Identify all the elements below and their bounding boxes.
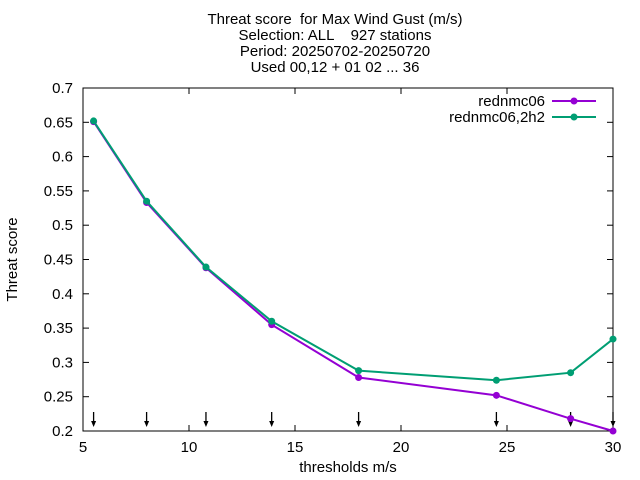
- y-tick-label: 0.5: [52, 217, 73, 234]
- chart-title-line-3: Period: 20250702-20250720: [239, 43, 431, 60]
- threshold-arrow-head: [144, 421, 150, 427]
- y-tick-label: 0.55: [44, 183, 73, 200]
- y-tick-label: 0.35: [44, 320, 73, 337]
- data-point: [609, 335, 617, 343]
- y-axis-label: Threat score: [4, 217, 21, 301]
- threshold-markers: [91, 412, 616, 427]
- chart-title-line-1: Threat score for Max Wind Gust (m/s): [207, 11, 463, 28]
- data-point: [567, 415, 575, 423]
- threshold-arrow-head: [269, 421, 275, 427]
- x-tick-label: 20: [393, 439, 410, 456]
- x-tick-label: 5: [79, 439, 87, 456]
- y-tick-label: 0.4: [52, 286, 73, 303]
- legend-label-rednmc06,2h2: rednmc06,2h2: [449, 109, 545, 126]
- series-line-rednmc06,2h2: [92, 120, 614, 382]
- y-tick-label: 0.6: [52, 149, 73, 166]
- data-point: [609, 427, 617, 435]
- series-line-rednmc06: [92, 121, 614, 432]
- data-point: [567, 369, 575, 377]
- y-tick-label: 0.2: [52, 423, 73, 440]
- x-tick-label: 25: [499, 439, 516, 456]
- x-axis-label: thresholds m/s: [299, 459, 397, 476]
- y-tick-label: 0.3: [52, 354, 73, 371]
- data-point: [268, 317, 276, 325]
- x-tick-label: 15: [287, 439, 304, 456]
- data-point: [355, 367, 363, 375]
- threshold-arrow-head: [203, 421, 209, 427]
- data-point: [355, 373, 363, 381]
- y-tick-label: 0.65: [44, 114, 73, 131]
- threshold-arrow-head: [568, 421, 574, 427]
- chart-title-line-2: Selection: ALL 927 stations: [238, 27, 432, 44]
- threshold-arrow-head: [356, 421, 362, 427]
- chart-title-line-4: Used 00,12 + 01 02 ... 36: [250, 59, 420, 76]
- threshold-arrow-head: [610, 421, 616, 427]
- threshold-arrow-head: [91, 421, 97, 427]
- axes-layer: 0.2 0.25 0.3 0.35 0.4 0.45 0.5 0.55 0.6 0.65 0.7 5 1…: [44, 80, 622, 456]
- data-point: [143, 197, 151, 205]
- data-point: [492, 376, 500, 384]
- threshold-arrow-head: [493, 421, 499, 427]
- legend-label-rednmc06: rednmc06: [478, 93, 545, 110]
- x-tick-label: 30: [605, 439, 622, 456]
- legend-swatch-point: [570, 113, 578, 121]
- series-layer: [90, 117, 617, 435]
- data-point: [202, 263, 210, 271]
- y-tick-label: 0.25: [44, 389, 73, 406]
- chart-title: Threat score for Max Wind Gust (m/s) Sel…: [0, 12, 640, 76]
- y-tick-label: 0.45: [44, 252, 73, 269]
- plot-frame: [82, 87, 614, 432]
- legend-swatch-point: [570, 97, 578, 105]
- x-tick-label: 10: [181, 439, 198, 456]
- y-tick-label: 0.7: [52, 80, 73, 97]
- data-point: [90, 117, 98, 125]
- data-point: [492, 391, 500, 399]
